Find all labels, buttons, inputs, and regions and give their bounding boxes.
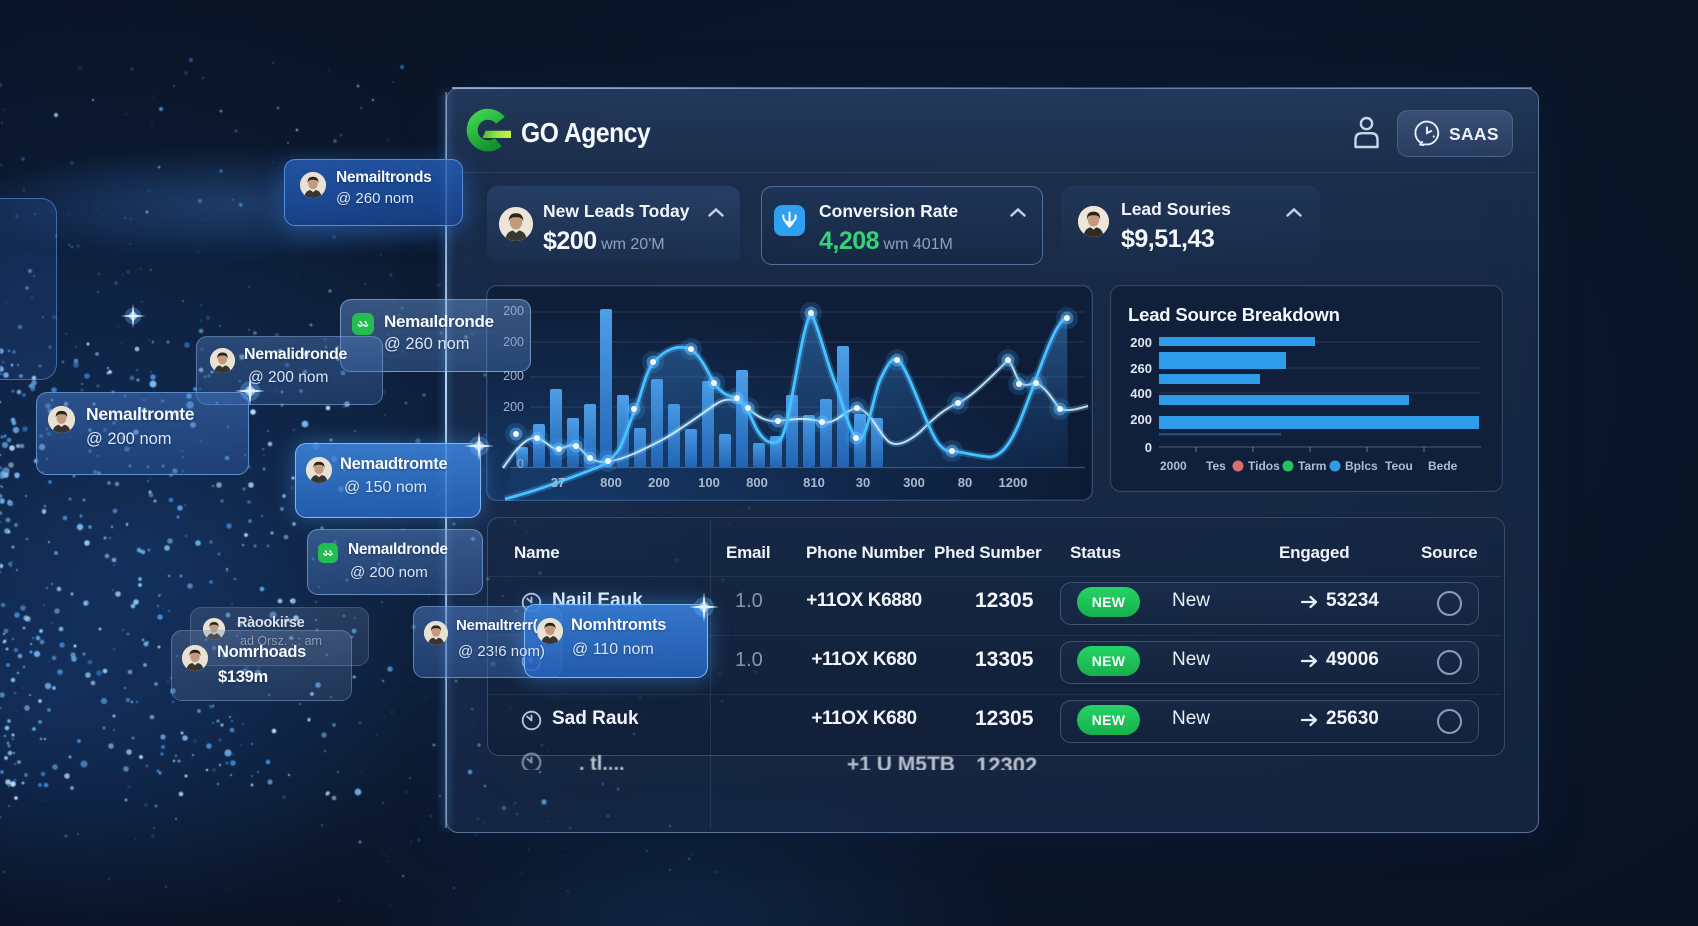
svg-text:200: 200: [1130, 412, 1152, 427]
svg-text:200: 200: [503, 400, 524, 414]
svg-text:0: 0: [517, 457, 524, 471]
svg-text:200: 200: [503, 369, 524, 383]
svg-text:0: 0: [1145, 440, 1152, 455]
svg-text:200: 200: [503, 304, 524, 318]
svg-text:Tarm: Tarm: [1298, 459, 1326, 473]
svg-text:Lead Source Breakdown: Lead Source Breakdown: [1128, 304, 1340, 325]
svg-text:Bede: Bede: [1428, 459, 1458, 473]
svg-text:200: 200: [1130, 335, 1152, 350]
svg-text:400: 400: [1130, 386, 1152, 401]
svg-text:1200: 1200: [999, 475, 1028, 490]
svg-text:810: 810: [803, 475, 825, 490]
svg-text:80: 80: [958, 475, 972, 490]
svg-text:300: 300: [903, 475, 925, 490]
svg-text:30: 30: [856, 475, 870, 490]
svg-text:260: 260: [1130, 361, 1152, 376]
svg-text:800: 800: [746, 475, 768, 490]
svg-text:Tes: Tes: [1206, 459, 1226, 473]
svg-text:37: 37: [551, 475, 565, 490]
svg-text:200: 200: [503, 335, 524, 349]
svg-text:Teou: Teou: [1385, 459, 1413, 473]
svg-text:100: 100: [698, 475, 720, 490]
svg-text:200: 200: [648, 475, 670, 490]
svg-text:2000: 2000: [1160, 459, 1187, 473]
svg-text:800: 800: [600, 475, 622, 490]
svg-text:Bplcs: Bplcs: [1345, 459, 1378, 473]
svg-text:Tidos: Tidos: [1248, 459, 1280, 473]
